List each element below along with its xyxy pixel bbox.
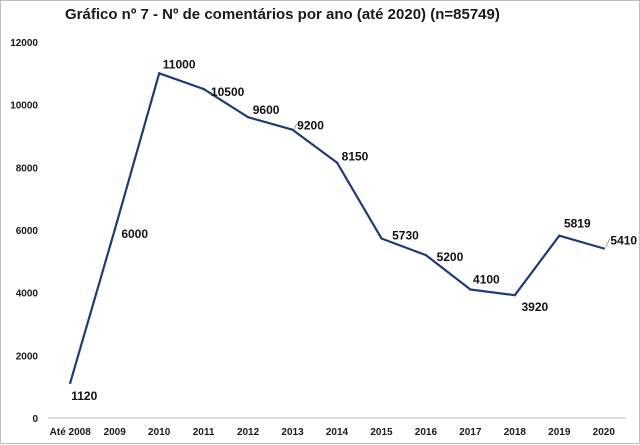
data-label: 6000 <box>121 227 148 241</box>
y-tick-label: 8000 <box>16 163 39 174</box>
x-tick-label: 2018 <box>504 427 527 438</box>
data-label: 5819 <box>564 217 591 231</box>
y-tick-label: 6000 <box>16 226 39 237</box>
x-tick-label: 2009 <box>104 427 127 438</box>
x-tick-label: 2010 <box>148 427 171 438</box>
x-tick-label: 2013 <box>281 427 304 438</box>
x-tick-label: 2016 <box>415 427 438 438</box>
data-label: 1120 <box>71 389 97 403</box>
chart-title: Gráfico nº 7 - Nº de comentários por ano… <box>65 6 500 23</box>
data-point <box>513 293 517 297</box>
data-point <box>69 381 72 385</box>
data-point <box>469 288 472 291</box>
data-label: 5200 <box>437 250 464 264</box>
x-tick-label: 2011 <box>193 427 215 438</box>
data-point <box>380 237 383 240</box>
data-point <box>558 234 561 237</box>
data-point <box>246 116 250 119</box>
data-label: 4100 <box>473 273 500 287</box>
data-label: 10500 <box>211 85 245 99</box>
data-label: 9600 <box>253 103 280 117</box>
x-tick-label: Até 2008 <box>50 427 92 438</box>
data-label-leader <box>294 123 297 129</box>
data-label-leader <box>605 238 611 248</box>
data-point <box>335 161 339 164</box>
data-label: 8150 <box>342 150 369 164</box>
x-tick-label: 2017 <box>459 427 482 438</box>
data-label: 9200 <box>297 119 324 133</box>
data-point <box>157 72 161 75</box>
data-point <box>602 247 605 250</box>
series-line <box>69 72 605 384</box>
x-tick-label: 2012 <box>237 427 260 438</box>
x-tick-label: 2014 <box>326 427 349 438</box>
y-tick-label: 0 <box>32 414 38 425</box>
data-label: 3920 <box>521 300 548 314</box>
data-label: 11000 <box>163 57 196 71</box>
y-tick-label: 10000 <box>10 101 38 112</box>
y-tick-label: 2000 <box>16 351 39 362</box>
data-point <box>424 253 428 257</box>
y-tick-label: 12000 <box>10 38 38 49</box>
data-label: 5410 <box>610 233 637 247</box>
data-point <box>202 87 205 91</box>
data-label: 5730 <box>392 228 419 242</box>
x-tick-label: 2020 <box>593 427 616 438</box>
data-point <box>291 128 294 131</box>
y-tick-label: 4000 <box>16 289 39 300</box>
data-point <box>113 228 116 232</box>
x-tick-label: 2015 <box>370 427 393 438</box>
x-tick-label: 2019 <box>548 427 571 438</box>
